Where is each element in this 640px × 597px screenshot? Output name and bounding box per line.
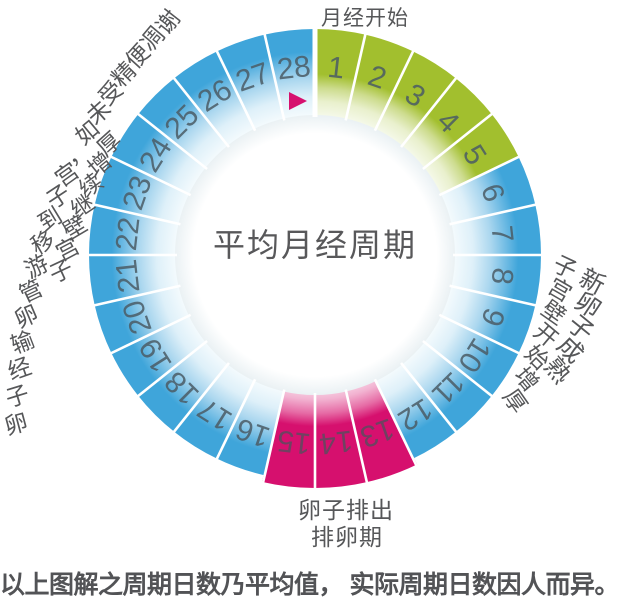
left-annotation-line1-char: 卵 — [2, 408, 31, 439]
day-segment-6 — [440, 155, 536, 225]
day-segment-19 — [110, 315, 207, 397]
center-title: 平均月经周期 — [212, 227, 418, 263]
day-segment-24 — [110, 113, 207, 195]
day-segment-2 — [345, 34, 415, 130]
segment-divider — [93, 203, 181, 226]
day-number-7: 7 — [484, 224, 519, 244]
segment-divider — [400, 362, 458, 434]
segment-divider — [438, 155, 521, 197]
segment-divider — [93, 284, 181, 307]
segment-divider — [373, 378, 418, 467]
day-number-21: 21 — [110, 258, 147, 295]
segment-divider — [172, 362, 230, 434]
day-number-14: 14 — [318, 424, 355, 461]
day-segment-11 — [401, 341, 493, 433]
day-segment-5 — [423, 113, 520, 195]
segment-divider — [344, 389, 369, 484]
segment-divider — [263, 33, 286, 121]
inner-circle — [172, 112, 458, 398]
day-segment-8 — [451, 253, 541, 307]
segment-divider — [172, 76, 230, 148]
day-segment-17 — [173, 363, 255, 460]
segment-divider — [215, 49, 257, 132]
day-segment-25 — [137, 77, 229, 169]
label-ovulation-period: 排卵期 — [311, 524, 383, 550]
day-segment-26 — [173, 50, 255, 147]
day-number-22: 22 — [110, 216, 147, 253]
day-segment-4 — [401, 77, 493, 169]
day-segment-3 — [375, 50, 457, 147]
segment-divider — [422, 340, 494, 398]
segment-dividers — [88, 28, 542, 489]
segment-divider — [136, 112, 208, 170]
day-number-8: 8 — [484, 266, 519, 286]
day-segments — [89, 29, 541, 488]
day-segment-18 — [137, 341, 229, 433]
day-segment-13 — [345, 380, 418, 483]
segment-divider — [438, 313, 521, 355]
day-segment-9 — [440, 285, 536, 355]
segment-divider — [449, 203, 537, 226]
segment-divider — [373, 49, 415, 132]
day-segment-16 — [215, 380, 285, 476]
day-segment-22 — [89, 203, 179, 257]
segment-divider — [344, 33, 367, 121]
label-egg-release: 卵子排出 — [298, 497, 394, 523]
cycle-start-marker-icon — [289, 92, 307, 110]
segment-divider — [449, 284, 537, 307]
segment-divider — [422, 112, 494, 170]
footer-note: 以上图解之周期日数乃平均值， 实际周期日数因人而异。 — [0, 571, 619, 597]
segment-divider — [136, 340, 208, 398]
segment-divider — [109, 155, 192, 197]
day-segment-20 — [94, 285, 190, 355]
segment-divider — [261, 389, 286, 484]
day-segment-10 — [423, 315, 520, 397]
segment-divider — [109, 313, 192, 355]
day-segment-1 — [313, 29, 367, 119]
day-segment-23 — [94, 155, 190, 225]
left-annotation-line1-char: 子 — [3, 380, 33, 412]
day-segment-15 — [261, 391, 317, 488]
day-segment-14 — [313, 391, 369, 488]
day-segment-12 — [375, 363, 457, 460]
segment-divider — [400, 76, 458, 148]
day-segment-7 — [451, 203, 541, 257]
segment-divider — [215, 378, 257, 461]
label-menstruation-start: 月经开始 — [321, 7, 409, 30]
left-annotation-line1-char: 经 — [4, 353, 34, 385]
day-number-1: 1 — [326, 51, 346, 86]
day-segment-28 — [263, 29, 317, 119]
day-number-15: 15 — [276, 424, 313, 461]
day-number-28: 28 — [276, 50, 313, 87]
day-segment-27 — [215, 34, 285, 130]
day-segment-21 — [89, 253, 179, 307]
